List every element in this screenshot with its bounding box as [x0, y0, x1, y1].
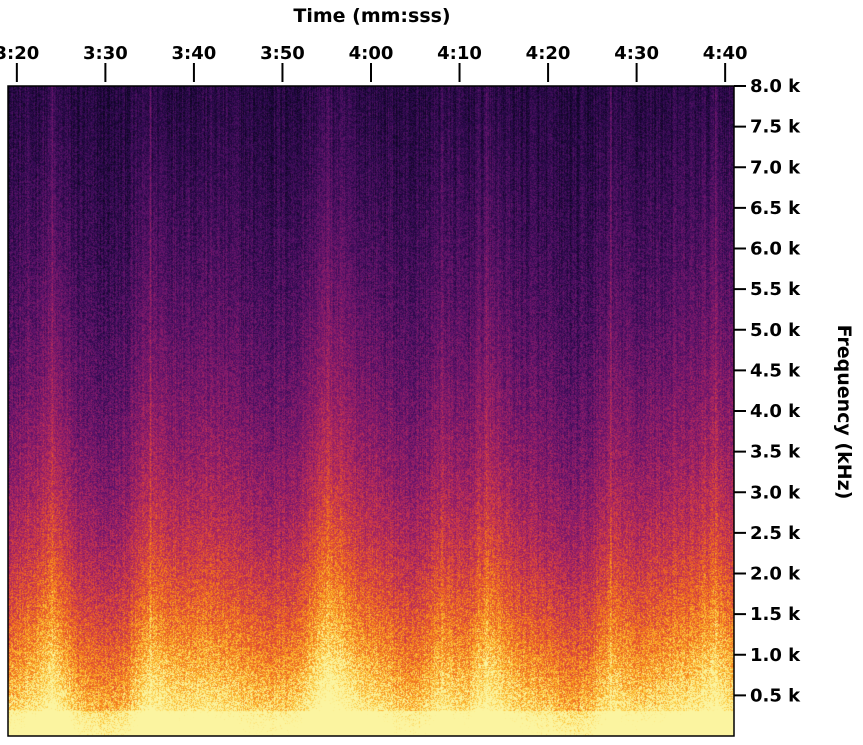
y-tick-label: 1.5 k	[750, 604, 801, 625]
x-tick-label: 3:50	[260, 43, 305, 64]
y-tick-label: 3.0 k	[750, 482, 801, 503]
y-tick-label: 4.5 k	[750, 360, 801, 381]
x-tick-label: 4:40	[703, 43, 748, 64]
x-tick-label: 4:10	[437, 43, 482, 64]
x-tick-label: 4:20	[526, 43, 571, 64]
y-axis-title: Frequency (kHz)	[833, 325, 855, 500]
y-tick-label: 5.5 k	[750, 279, 801, 300]
y-tick-label: 5.0 k	[750, 320, 801, 341]
y-tick-label: 0.5 k	[750, 685, 801, 706]
y-tick-label: 6.0 k	[750, 239, 801, 260]
y-tick-label: 3.5 k	[750, 442, 801, 463]
x-tick-label: 4:30	[614, 43, 659, 64]
y-tick-label: 1.0 k	[750, 645, 801, 666]
x-axis-ticks: 3:20 3:30 3:40 3:50 4:00 4:10 4:20 4:30 4:40	[0, 43, 748, 82]
y-tick-label: 4.0 k	[750, 401, 801, 422]
x-axis-title: Time (mm:sss)	[293, 5, 450, 27]
y-tick-label: 7.0 k	[750, 157, 801, 178]
y-tick-label: 8.0 k	[750, 76, 801, 97]
y-tick-label: 7.5 k	[750, 117, 801, 138]
plot-area	[7, 85, 735, 737]
y-tick-label: 2.5 k	[750, 523, 801, 544]
x-tick-label: 3:20	[0, 43, 39, 64]
y-tick-label: 2.0 k	[750, 564, 801, 585]
x-tick-label: 3:30	[83, 43, 128, 64]
x-tick-label: 4:00	[349, 43, 394, 64]
x-tick-label: 3:40	[172, 43, 217, 64]
y-tick-label: 6.5 k	[750, 198, 801, 219]
spectrogram-image	[8, 86, 734, 736]
y-axis-ticks: 0.5 k 1.0 k 1.5 k 2.0 k 2.5 k 3.0 k 3.5 k 4.0 k…	[734, 76, 801, 706]
